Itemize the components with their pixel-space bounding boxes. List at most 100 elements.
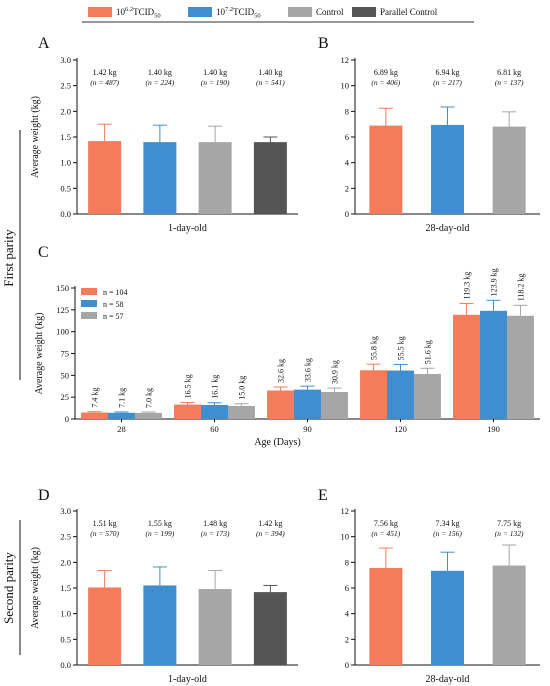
chart-panel-e: 0 2 4 6 8 10 12 E 7.56 kg(n = 451) 7.34 kg(n = 15… [318, 487, 540, 685]
y-tick-label: 2.5 [60, 81, 71, 91]
y-tick-label: 3.0 [60, 506, 71, 516]
data-label: 16.1 kg [211, 375, 220, 399]
legend-label-parallel-control: Parallel Control [380, 7, 438, 17]
legend-label-high-dose: 107.2TCID50 [216, 6, 261, 20]
data-label: 119.3 kg [463, 272, 472, 300]
weight-label: 1.55 kg [148, 519, 172, 528]
x-tick-label: 190 [487, 424, 500, 434]
y-tick-label: 0.5 [60, 183, 71, 193]
panel-label: E [318, 487, 328, 504]
y-tick-label: 125 [56, 305, 69, 315]
y-tick-label: 2 [345, 183, 349, 193]
parity-first: First parity [1, 130, 21, 380]
bar [253, 592, 287, 665]
data-label: 55.5 kg [397, 336, 406, 360]
bar [360, 370, 388, 419]
n-label: (n = 132) [495, 529, 524, 538]
weight-label: 6.94 kg [436, 68, 460, 77]
legend-label-control: Control [316, 7, 344, 17]
x-axis-label: Age (Days) [254, 437, 300, 448]
data-label: 7.4 kg [91, 388, 100, 408]
legend-label-low-dose: 106.2TCID50 [116, 6, 161, 20]
chart-panel-b: 0 2 4 6 8 10 12 B 6.89 kg(n = 406) 6.94 kg(n = 21… [318, 35, 540, 234]
weight-label: 7.34 kg [436, 519, 460, 528]
n-label: (n = 217) [433, 78, 462, 87]
weight-label: 1.40 kg [148, 68, 172, 77]
chart-panel-d: 0.0 0.5 1.0 1.5 2.0 2.5 3.0 D Average weight (kg… [30, 487, 298, 685]
chart-panel-a: 0.0 0.5 1.0 1.5 2.0 2.5 3.0 A Average weight (kg… [30, 35, 298, 234]
parity-second-label: Second parity [1, 552, 16, 624]
weight-label: 1.48 kg [203, 519, 227, 528]
panel-label: A [38, 35, 50, 52]
weight-label: 1.51 kg [93, 519, 117, 528]
data-label: 118.2 kg [516, 274, 525, 302]
x-tick-label: 60 [210, 424, 219, 434]
bar [253, 142, 287, 214]
legend-label: n = 58 [103, 300, 124, 309]
y-tick-label: 1.0 [60, 609, 71, 619]
y-tick-label: 8 [345, 557, 349, 567]
n-label: (n = 406) [371, 78, 400, 87]
bar [492, 565, 526, 665]
bar [320, 392, 348, 419]
y-tick-label: 2 [345, 634, 349, 644]
bar [492, 126, 526, 214]
y-axis-label: Average weight (kg) [34, 312, 45, 394]
y-tick-label: 0 [345, 660, 349, 670]
legend-swatch-parallel-control [352, 7, 376, 17]
y-tick-label: 12 [341, 506, 350, 516]
y-tick-label: 50 [61, 370, 70, 380]
x-tick-label: 120 [394, 424, 407, 434]
weight-label: 1.40 kg [203, 68, 227, 77]
y-tick-label: 25 [61, 392, 70, 402]
data-label: 123.9 kg [490, 268, 499, 296]
n-label: (n = 570) [90, 529, 119, 538]
bar [294, 389, 321, 419]
n-label: (n = 394) [256, 529, 285, 538]
x-axis-label: 28-day-old [426, 674, 470, 685]
bar [201, 404, 228, 419]
data-label: 15.0 kg [237, 376, 246, 400]
y-tick-label: 8 [345, 106, 349, 116]
bar [369, 125, 403, 214]
bar [387, 370, 414, 419]
n-label: (n = 487) [90, 78, 119, 87]
weight-label: 7.75 kg [497, 519, 521, 528]
weight-label: 7.56 kg [374, 519, 398, 528]
legend-label: n = 57 [103, 312, 124, 321]
legend-label: n = 104 [103, 288, 128, 297]
bar [431, 124, 464, 214]
y-tick-label: 0.0 [60, 660, 71, 670]
y-tick-label: 2.0 [60, 106, 71, 116]
bar [108, 412, 135, 419]
y-tick-label: 12 [341, 55, 350, 65]
y-tick-label: 1.5 [60, 132, 71, 142]
n-label: (n = 156) [433, 529, 462, 538]
panel-label: D [38, 487, 50, 504]
y-tick-label: 2.5 [60, 532, 71, 542]
legend-swatch-low-dose [88, 7, 112, 17]
bar [506, 315, 534, 419]
data-label: 16.5 kg [184, 374, 193, 398]
weight-label: 1.42 kg [258, 519, 282, 528]
bar [453, 314, 481, 419]
bar [134, 412, 162, 419]
legend-swatch [81, 300, 97, 307]
bar [143, 142, 177, 214]
y-tick-label: 4 [345, 158, 350, 168]
bar [413, 373, 441, 419]
data-label: 7.1 kg [118, 388, 127, 408]
panel-label: C [38, 244, 49, 261]
data-label: 7.0 kg [144, 388, 153, 408]
y-tick-label: 10 [341, 81, 350, 91]
bar [431, 570, 464, 665]
weight-label: 6.89 kg [374, 68, 398, 77]
n-label: (n = 541) [256, 78, 285, 87]
y-tick-label: 2.0 [60, 557, 71, 567]
y-tick-label: 0.5 [60, 634, 71, 644]
y-tick-label: 4 [345, 609, 350, 619]
x-tick-label: 90 [303, 424, 312, 434]
bar [267, 390, 295, 419]
bar [198, 589, 232, 665]
legend-swatch [81, 312, 97, 319]
